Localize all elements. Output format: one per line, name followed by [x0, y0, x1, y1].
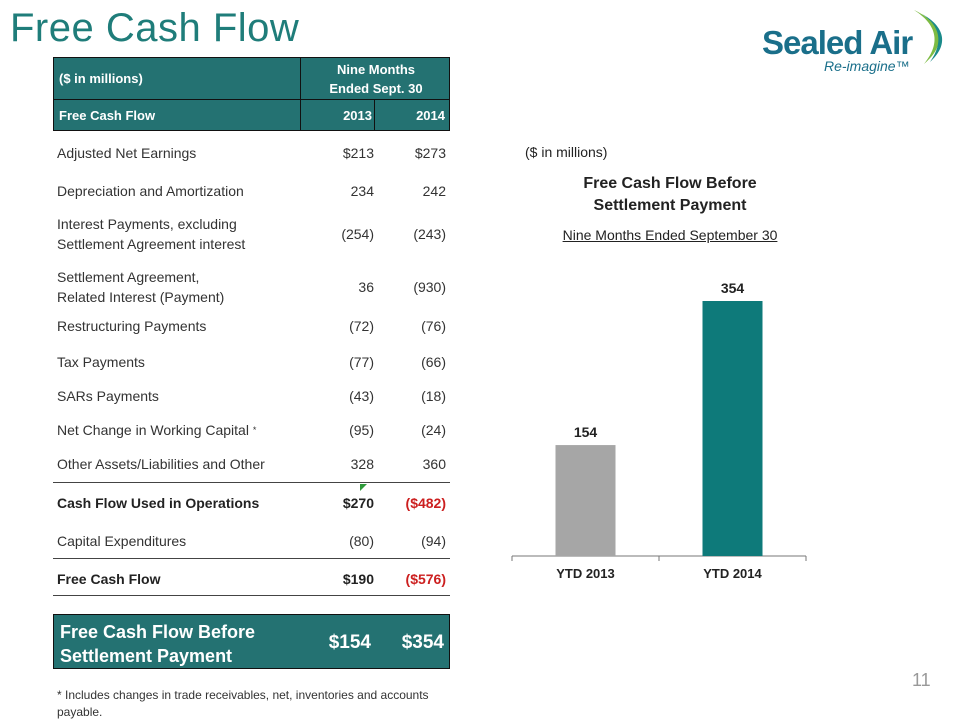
header-2014: 2014: [416, 108, 445, 123]
row-value-2013: (80): [349, 533, 374, 549]
row-value-2014: (18): [421, 388, 446, 404]
header-label: Free Cash Flow: [59, 108, 156, 123]
chart-units-caption: ($ in millions): [525, 144, 608, 160]
company-logo: Sealed Air Re-imagine™: [762, 8, 952, 74]
row-value-2013: (77): [349, 354, 374, 370]
x-tick-label: YTD 2014: [703, 566, 762, 581]
row-value-2013: 328: [350, 456, 374, 472]
row-value-2014: (66): [421, 354, 446, 370]
row-value-2014: (24): [421, 422, 446, 438]
summary-value-2013: $154: [328, 632, 371, 653]
summary-value-2014: $354: [401, 632, 444, 653]
row-value-2014: ($576): [405, 571, 446, 587]
row-value-2013: $270: [342, 495, 374, 511]
table-divider: [53, 558, 450, 559]
row-value-2014: 360: [422, 456, 446, 472]
cell-comment-marker-icon: [360, 484, 367, 491]
summary-label-line-1: Free Cash Flow Before: [60, 622, 256, 642]
row-value-2013: (72): [349, 318, 374, 334]
table-header-columns: Free Cash Flow 2013 2014: [53, 100, 450, 131]
summary-label-line-2: Settlement Payment: [60, 646, 233, 666]
x-tick-label: YTD 2013: [556, 566, 615, 581]
row-label: Depreciation and Amortization: [57, 183, 244, 199]
row-label-text: Net Change in Working Capital: [57, 422, 249, 438]
summary-label: Free Cash Flow Before Settlement Payment: [60, 620, 255, 668]
row-value-2013: (43): [349, 388, 374, 404]
table-divider: [53, 595, 450, 596]
period-line-2: Ended Sept. 30: [329, 81, 423, 96]
slide-title: Free Cash Flow: [10, 6, 300, 50]
row-value-2013: (95): [349, 422, 374, 438]
row-label-line-2: Settlement Agreement interest: [57, 236, 246, 252]
row-label: Adjusted Net Earnings: [57, 145, 197, 161]
row-value-2014: (930): [413, 279, 446, 295]
logo-swoosh-icon: [914, 10, 943, 64]
page-number: 11: [912, 670, 931, 690]
data-label: 354: [721, 280, 745, 296]
chart-title-line-2: Settlement Payment: [593, 197, 747, 214]
row-label: Tax Payments: [57, 354, 145, 370]
row-value-2014: ($482): [405, 495, 446, 511]
bar-ytd-2013: [555, 445, 616, 556]
summary-row: Free Cash Flow Before Settlement Payment…: [53, 614, 450, 669]
logo-tagline: Re-imagine™: [824, 58, 910, 74]
row-label-line-1: Settlement Agreement,: [57, 269, 200, 285]
row-label: Capital Expenditures: [57, 533, 187, 549]
table-unit-caption: ($ in millions): [59, 71, 143, 86]
row-label-line-1: Interest Payments, excluding: [57, 216, 237, 232]
logo-brand: Sealed Air: [762, 24, 913, 61]
row-value-2013: 36: [358, 279, 374, 295]
row-value-2014: (94): [421, 533, 446, 549]
footnote-marker: *: [252, 425, 257, 435]
chart-title: Free Cash Flow Before Settlement Payment: [520, 173, 820, 217]
bar-chart: 154 YTD 2013 354 YTD 2014: [511, 280, 807, 581]
table-period-header: Nine Months Ended Sept. 30: [302, 60, 450, 98]
row-value-2013: (254): [341, 226, 374, 242]
row-label: Restructuring Payments: [57, 318, 207, 334]
row-value-2013: 234: [350, 183, 374, 199]
row-value-2013: $190: [342, 571, 374, 587]
row-value-2014: 242: [422, 183, 446, 199]
period-line-1: Nine Months: [337, 62, 415, 77]
row-label: Other Assets/Liabilities and Other: [57, 456, 265, 472]
row-label: Net Change in Working Capital *: [57, 420, 256, 440]
chart-subtitle: Nine Months Ended September 30: [562, 227, 778, 243]
header-2013: 2013: [343, 108, 372, 123]
row-label: SARs Payments: [57, 388, 159, 404]
row-value-2014: $273: [414, 145, 446, 161]
row-value-2014: (76): [421, 318, 446, 334]
footnote: * Includes changes in trade receivables,…: [57, 688, 429, 719]
row-label: Free Cash Flow: [57, 571, 161, 587]
row-label: Interest Payments, excluding Settlement …: [57, 214, 245, 254]
row-value-2014: (243): [413, 226, 446, 242]
row-value-2013: $213: [342, 145, 374, 161]
table-header-top: ($ in millions) Nine Months Ended Sept. …: [53, 57, 450, 101]
bar-ytd-2014: [702, 301, 763, 556]
row-label-line-2: Related Interest (Payment): [57, 289, 225, 305]
data-label: 154: [574, 424, 598, 440]
table-divider: [53, 482, 450, 483]
row-label: Settlement Agreement, Related Interest (…: [57, 267, 224, 307]
row-label: Cash Flow Used in Operations: [57, 495, 260, 511]
chart-title-line-1: Free Cash Flow Before: [583, 175, 757, 192]
